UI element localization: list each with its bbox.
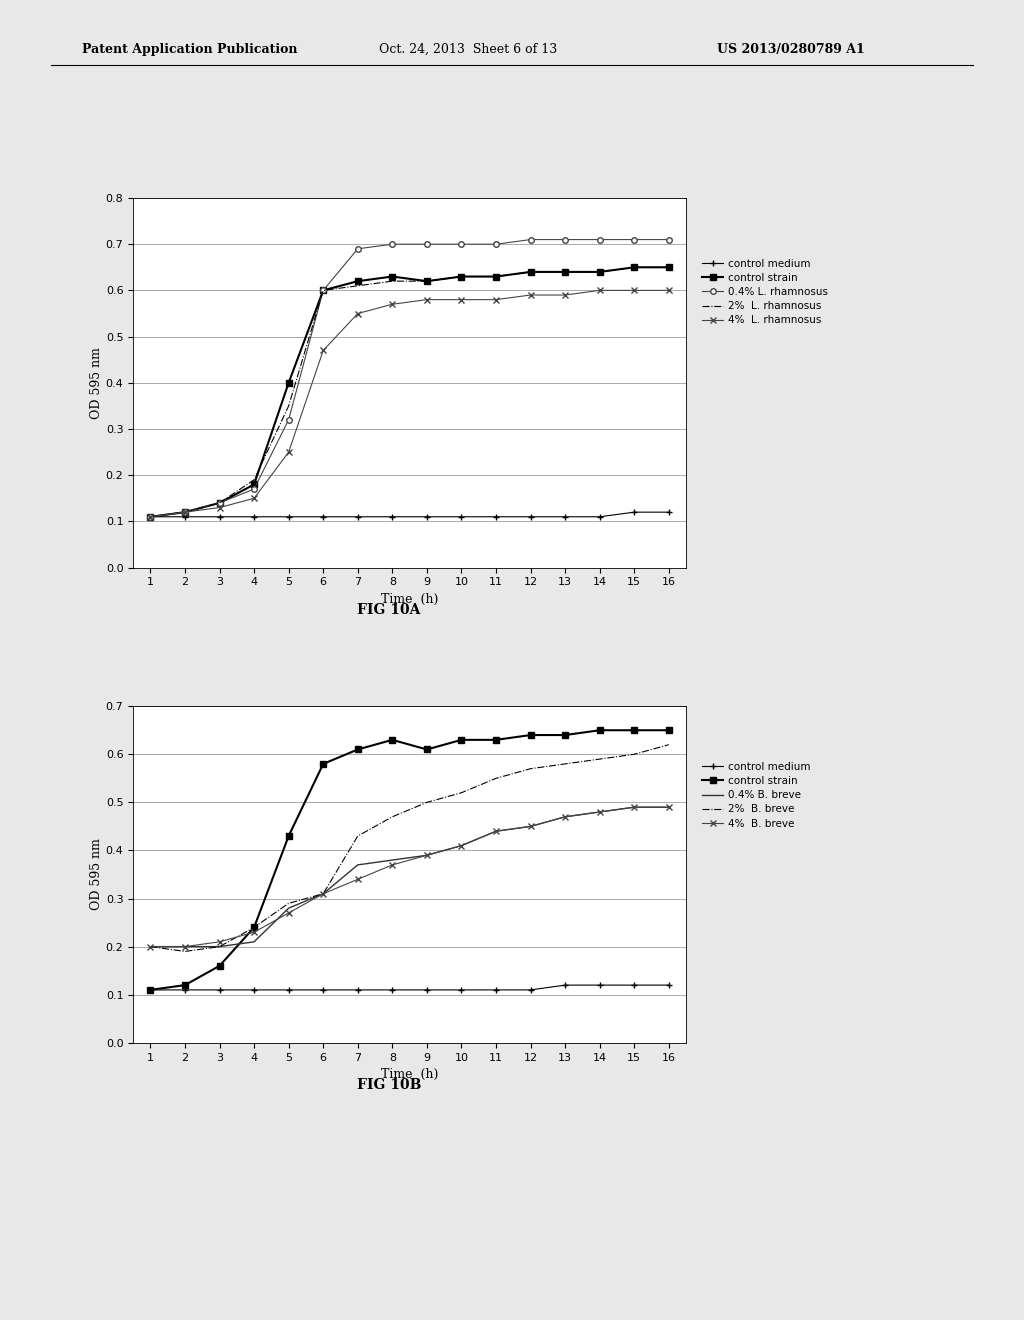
X-axis label: Time  (h): Time (h) <box>381 1068 438 1081</box>
Y-axis label: OD 595 nm: OD 595 nm <box>90 347 102 418</box>
X-axis label: Time  (h): Time (h) <box>381 593 438 606</box>
Text: US 2013/0280789 A1: US 2013/0280789 A1 <box>717 42 864 55</box>
Text: FIG 10B: FIG 10B <box>357 1078 421 1092</box>
Text: FIG 10A: FIG 10A <box>357 603 421 616</box>
Text: Patent Application Publication: Patent Application Publication <box>82 42 297 55</box>
Text: Oct. 24, 2013  Sheet 6 of 13: Oct. 24, 2013 Sheet 6 of 13 <box>379 42 557 55</box>
Legend: control medium, control strain, 0.4% B. breve, 2%  B. breve, 4%  B. breve: control medium, control strain, 0.4% B. … <box>702 762 811 829</box>
Legend: control medium, control strain, 0.4% L. rhamnosus, 2%  L. rhamnosus, 4%  L. rham: control medium, control strain, 0.4% L. … <box>702 259 828 325</box>
Y-axis label: OD 595 nm: OD 595 nm <box>90 838 102 911</box>
